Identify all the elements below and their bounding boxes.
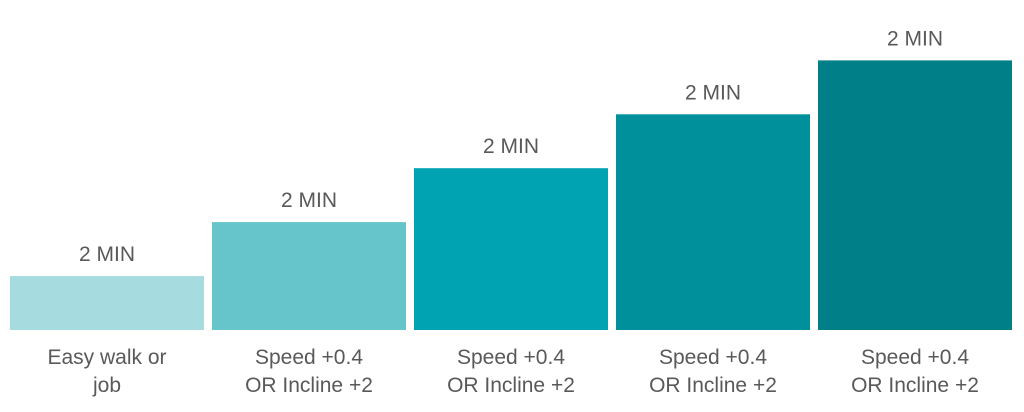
category-label-line: OR Incline +2: [649, 374, 777, 397]
category-label-1: Easy walk or job: [47, 346, 166, 397]
category-label-line: OR Incline +2: [447, 374, 575, 397]
bar-1: [10, 276, 204, 330]
bar-5: [818, 60, 1012, 331]
category-label-line: Easy walk or: [47, 346, 166, 369]
category-label-2: Speed +0.4 OR Incline +2: [245, 346, 373, 397]
category-label-line: Speed +0.4: [861, 346, 969, 369]
category-label-3: Speed +0.4 OR Incline +2: [447, 346, 575, 397]
bar-value-label-5: 2 MIN: [887, 27, 943, 50]
bar-3: [414, 168, 608, 330]
category-label-line: Speed +0.4: [255, 346, 363, 369]
value-labels-group: 2 MIN 2 MIN 2 MIN 2 MIN 2 MIN: [79, 27, 943, 266]
category-label-line: OR Incline +2: [851, 374, 979, 397]
category-label-4: Speed +0.4 OR Incline +2: [649, 346, 777, 397]
bar-value-label-4: 2 MIN: [685, 81, 741, 104]
bar-4: [616, 114, 810, 330]
bar-value-label-2: 2 MIN: [281, 189, 337, 212]
bars-group: [10, 60, 1012, 331]
category-label-line: OR Incline +2: [245, 374, 373, 397]
category-label-line: job: [92, 374, 121, 397]
category-label-line: Speed +0.4: [457, 346, 565, 369]
category-label-5: Speed +0.4 OR Incline +2: [851, 346, 979, 397]
bar-2: [212, 222, 406, 330]
category-label-line: Speed +0.4: [659, 346, 767, 369]
bar-value-label-3: 2 MIN: [483, 135, 539, 158]
bar-value-label-1: 2 MIN: [79, 243, 135, 266]
